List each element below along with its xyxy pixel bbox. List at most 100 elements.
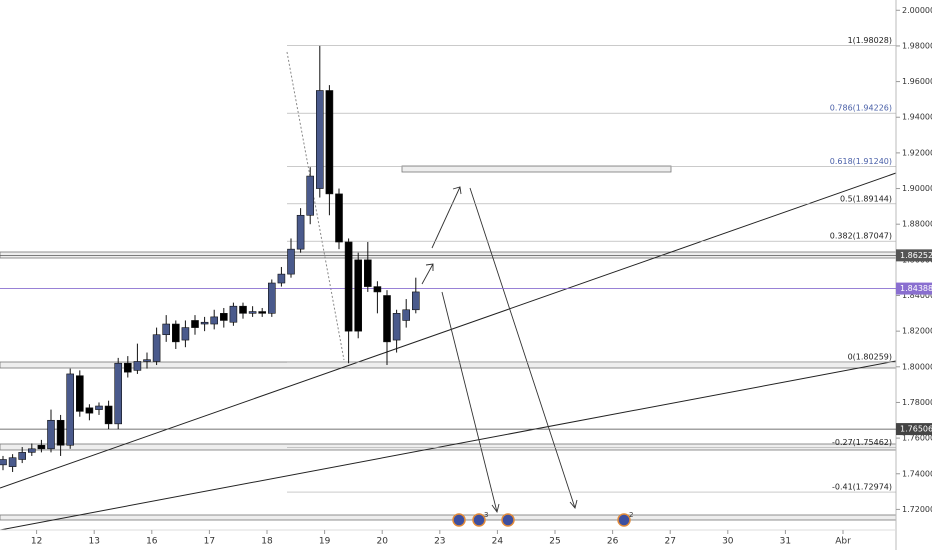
candle-body <box>325 90 334 195</box>
candle-body <box>402 309 411 321</box>
candle-body <box>335 193 343 243</box>
candle-body <box>229 305 238 323</box>
candle-body <box>18 452 27 460</box>
candle-body <box>248 311 257 314</box>
candle-body <box>383 295 391 343</box>
candle-body <box>277 273 286 284</box>
candle-body <box>85 407 94 414</box>
candle-body <box>220 313 228 321</box>
drawings: 3 2 <box>0 0 897 550</box>
candle-body <box>143 359 151 362</box>
candle-body <box>392 313 401 341</box>
candle-body <box>316 90 324 189</box>
candle-body <box>412 291 420 311</box>
y-tick-label: 2.00000 <box>902 6 932 15</box>
arrows <box>421 186 578 514</box>
x-tick-label: 12 <box>31 537 42 547</box>
y-tick-label: 1.98000 <box>902 41 932 50</box>
candle-body <box>306 175 315 216</box>
x-tick-label: 16 <box>146 537 158 547</box>
candle-body <box>344 241 353 332</box>
zone <box>0 514 897 521</box>
candle-body <box>258 311 267 314</box>
candle-body <box>200 321 209 325</box>
arrow <box>421 263 434 285</box>
x-tick-label: 18 <box>261 537 273 547</box>
y-tick-label: 1.94000 <box>902 113 932 122</box>
candle-body <box>181 327 190 341</box>
y-tick-label: 1.72000 <box>902 505 932 514</box>
fib-anchor-line <box>286 51 345 361</box>
trend-line <box>0 360 897 531</box>
x-tick-label: 19 <box>319 537 331 547</box>
candle-body <box>364 259 372 287</box>
event-icons <box>452 513 631 527</box>
fib-label: -0.27(1.75462) <box>832 438 892 447</box>
x-tick-label: 20 <box>376 537 388 547</box>
fib-label: -0.41(1.72974) <box>832 483 892 492</box>
candle-body <box>172 323 180 343</box>
arrow <box>469 187 578 509</box>
event-icon[interactable] <box>617 513 631 527</box>
price-marker-label: 1.86252 <box>900 251 932 260</box>
event-icon[interactable] <box>472 513 486 527</box>
event-icon[interactable] <box>452 513 466 527</box>
candle-body <box>239 305 247 314</box>
price-marker-label: 1.76506 <box>900 425 932 434</box>
fib-label: 1(1.98028) <box>848 36 892 45</box>
zone <box>0 443 897 451</box>
candle-body <box>162 323 171 336</box>
candle-body <box>124 362 132 373</box>
fib-label: 0.5(1.89144) <box>840 194 892 203</box>
x-tick-label: 25 <box>549 537 560 547</box>
x-tick-label: 30 <box>722 537 734 547</box>
y-tick-label: 1.88000 <box>902 220 932 229</box>
candle-body <box>76 375 84 412</box>
candle-body <box>28 448 36 453</box>
candle-body <box>152 334 161 362</box>
x-tick-label: 31 <box>780 537 791 547</box>
y-tick-label: 1.74000 <box>902 469 932 478</box>
y-tick-label: 1.90000 <box>902 184 932 193</box>
candle-body <box>56 419 65 446</box>
candle-body <box>104 405 113 425</box>
arrow <box>431 186 462 249</box>
fib-label: 0(1.80259) <box>848 353 892 362</box>
y-tick-label: 1.96000 <box>902 77 932 86</box>
y-tick-label: 1.78000 <box>902 398 932 407</box>
y-tick-label: 1.76000 <box>902 434 932 443</box>
candle-body <box>354 259 363 332</box>
x-tick-label: 27 <box>664 537 675 547</box>
candle-body <box>95 405 103 410</box>
x-tick-label: Abr <box>835 537 851 547</box>
candle-body <box>114 362 123 425</box>
x-tick-label: 23 <box>434 537 445 547</box>
event-count: 3 <box>484 511 488 519</box>
fib-label: 0.618(1.91240) <box>830 157 892 166</box>
event-count: 2 <box>629 511 633 519</box>
x-tick-label: 17 <box>204 537 215 547</box>
candle-body <box>0 459 7 466</box>
price-marker <box>896 282 932 295</box>
price-marker <box>896 423 932 436</box>
candle-body <box>210 316 219 325</box>
zone <box>401 165 672 173</box>
fib-label: 0.382(1.87047) <box>830 232 892 241</box>
candle-body <box>191 320 199 328</box>
event-icon[interactable] <box>501 513 515 527</box>
y-tick-label: 1.82000 <box>902 327 932 336</box>
price-marker <box>896 249 932 262</box>
arrow <box>441 291 500 514</box>
y-tick-label: 1.84000 <box>902 291 932 300</box>
fib-label: 0.786(1.94226) <box>830 104 892 113</box>
candle-body <box>66 373 75 446</box>
x-tick-label: 26 <box>607 537 619 547</box>
candle-body <box>47 419 55 450</box>
y-tick-label: 1.92000 <box>902 148 932 157</box>
candle-body <box>373 286 382 293</box>
x-tick-label: 24 <box>492 537 504 547</box>
candle-body <box>287 248 295 275</box>
trend-line <box>0 172 897 489</box>
